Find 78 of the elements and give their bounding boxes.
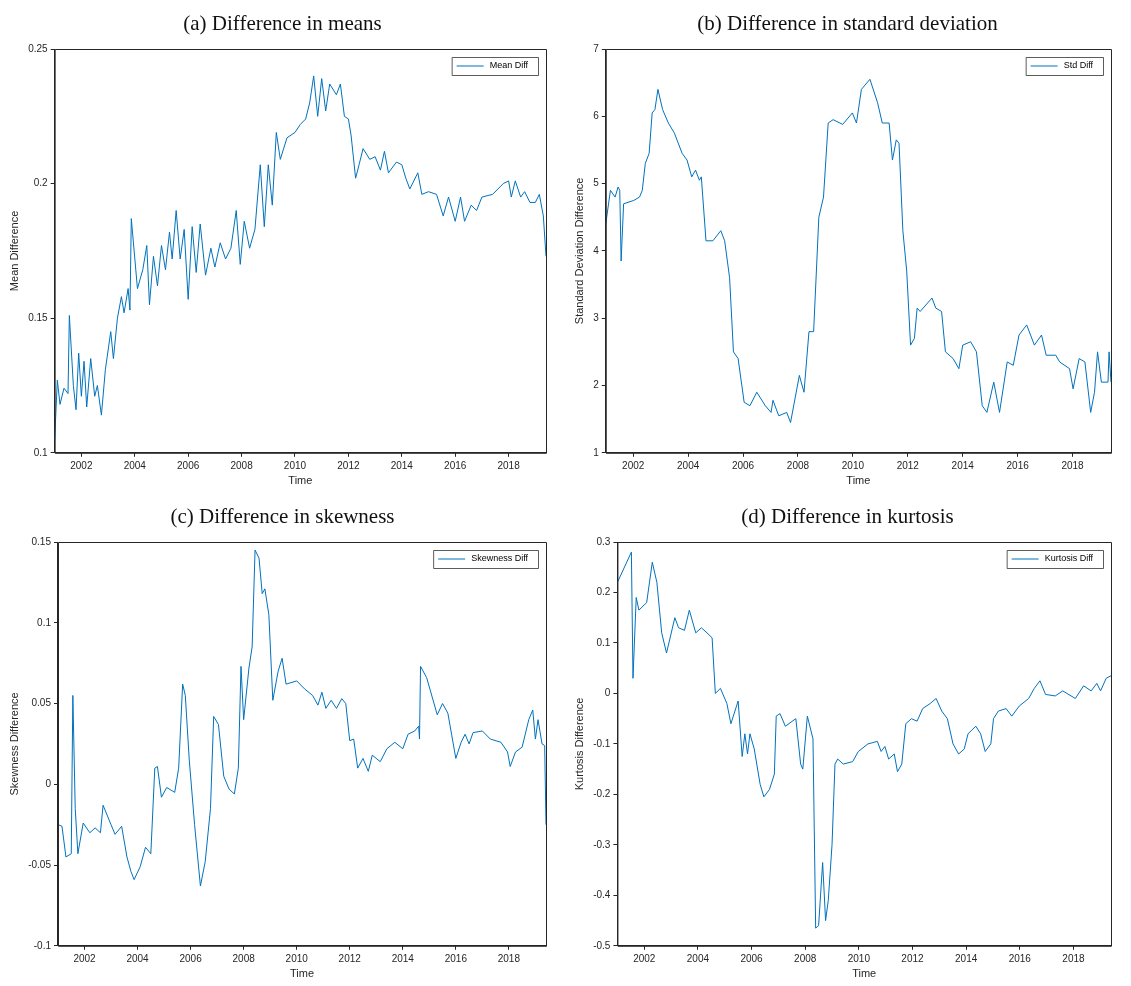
- chart-title: (c) Difference in skewness: [169, 503, 396, 530]
- y-tick-label: 0.15: [28, 311, 49, 323]
- y-tick-label: 0.1: [596, 636, 611, 648]
- y-tick-label: 5: [593, 177, 600, 189]
- x-tick-label: 2002: [73, 952, 97, 964]
- x-tick-label: 2004: [677, 459, 700, 471]
- x-tick-label: 2010: [285, 952, 309, 964]
- chart-title: (b) Difference in standard deviation: [696, 10, 999, 37]
- x-tick-label: 2006: [731, 459, 755, 471]
- x-tick-label: 2016: [444, 952, 468, 964]
- y-tick-label: 4: [593, 244, 600, 256]
- y-tick-label: 0.2: [596, 586, 611, 598]
- legend-label: Kurtosis Diff: [1044, 553, 1094, 564]
- x-axis-title: Time: [846, 474, 871, 487]
- legend-label: Mean Diff: [489, 60, 529, 71]
- x-tick-label: 2018: [497, 952, 521, 964]
- y-tick-label: 7: [593, 42, 600, 54]
- y-tick-label: -0.1: [33, 939, 52, 951]
- y-tick-label: 0: [45, 778, 52, 790]
- x-tick-label: 2014: [391, 952, 415, 964]
- y-axis-title: Skewness Difference: [7, 692, 20, 796]
- x-tick-label: 2006: [179, 952, 203, 964]
- x-tick-label: 2014: [390, 459, 414, 471]
- y-tick-label: 1: [593, 446, 600, 458]
- y-tick-label: 6: [593, 110, 600, 122]
- x-tick-label: 2006: [740, 952, 764, 964]
- x-tick-label: 2004: [126, 952, 150, 964]
- y-tick-label: 3: [593, 311, 600, 323]
- x-tick-label: 2012: [338, 952, 362, 964]
- x-tick-label: 2010: [841, 459, 865, 471]
- x-axis-title: Time: [852, 967, 877, 980]
- y-tick-label: 0.1: [33, 446, 49, 458]
- x-tick-label: 2002: [70, 459, 93, 471]
- x-tick-label: 2016: [444, 459, 467, 471]
- x-tick-label: 2008: [786, 459, 810, 471]
- y-tick-label: 0.05: [31, 697, 52, 709]
- y-tick-label: 0.2: [33, 177, 49, 189]
- y-axis-title: Kurtosis Difference: [572, 697, 585, 791]
- x-tick-label: 2012: [337, 459, 360, 471]
- chart-title: (a) Difference in means: [182, 10, 383, 37]
- y-tick-label: 0.25: [28, 42, 49, 54]
- y-tick-label: 0.3: [596, 535, 611, 547]
- x-tick-label: 2014: [955, 952, 978, 964]
- x-tick-label: 2018: [1062, 952, 1086, 964]
- x-axis-title: Time: [289, 967, 315, 980]
- legend-label: Std Diff: [1063, 60, 1094, 71]
- y-tick-label: -0.05: [28, 858, 52, 870]
- x-tick-label: 2008: [232, 952, 256, 964]
- y-axis-title: Mean Difference: [7, 210, 20, 292]
- y-tick-label: -0.3: [593, 838, 611, 850]
- x-tick-label: 2012: [901, 952, 925, 964]
- legend-label: Skewness Diff: [471, 553, 529, 564]
- x-tick-label: 2016: [1006, 459, 1030, 471]
- x-tick-label: 2006: [177, 459, 200, 471]
- x-tick-label: 2008: [230, 459, 254, 471]
- x-tick-label: 2002: [633, 952, 656, 964]
- y-tick-label: -0.4: [593, 889, 611, 901]
- y-tick-label: 0: [604, 687, 611, 699]
- x-tick-label: 2010: [283, 459, 307, 471]
- x-tick-label: 2012: [896, 459, 920, 471]
- x-tick-label: 2008: [794, 952, 817, 964]
- x-tick-label: 2014: [951, 459, 975, 471]
- y-tick-label: 0.1: [37, 616, 52, 628]
- y-tick-label: 2: [593, 379, 600, 391]
- x-tick-label: 2016: [1008, 952, 1032, 964]
- y-tick-label: 0.15: [31, 535, 52, 547]
- x-tick-label: 2018: [1061, 459, 1085, 471]
- x-tick-label: 2010: [847, 952, 871, 964]
- y-tick-label: -0.1: [593, 737, 611, 749]
- x-tick-label: 2002: [622, 459, 645, 471]
- x-tick-label: 2004: [686, 952, 710, 964]
- x-axis-title: Time: [288, 474, 313, 487]
- x-tick-label: 2004: [123, 459, 147, 471]
- y-axis-title: Standard Deviation Difference: [572, 177, 585, 325]
- chart-title: (d) Difference in kurtosis: [740, 503, 955, 530]
- y-tick-label: -0.2: [593, 788, 611, 800]
- x-tick-label: 2018: [497, 459, 521, 471]
- y-tick-label: -0.5: [593, 939, 611, 951]
